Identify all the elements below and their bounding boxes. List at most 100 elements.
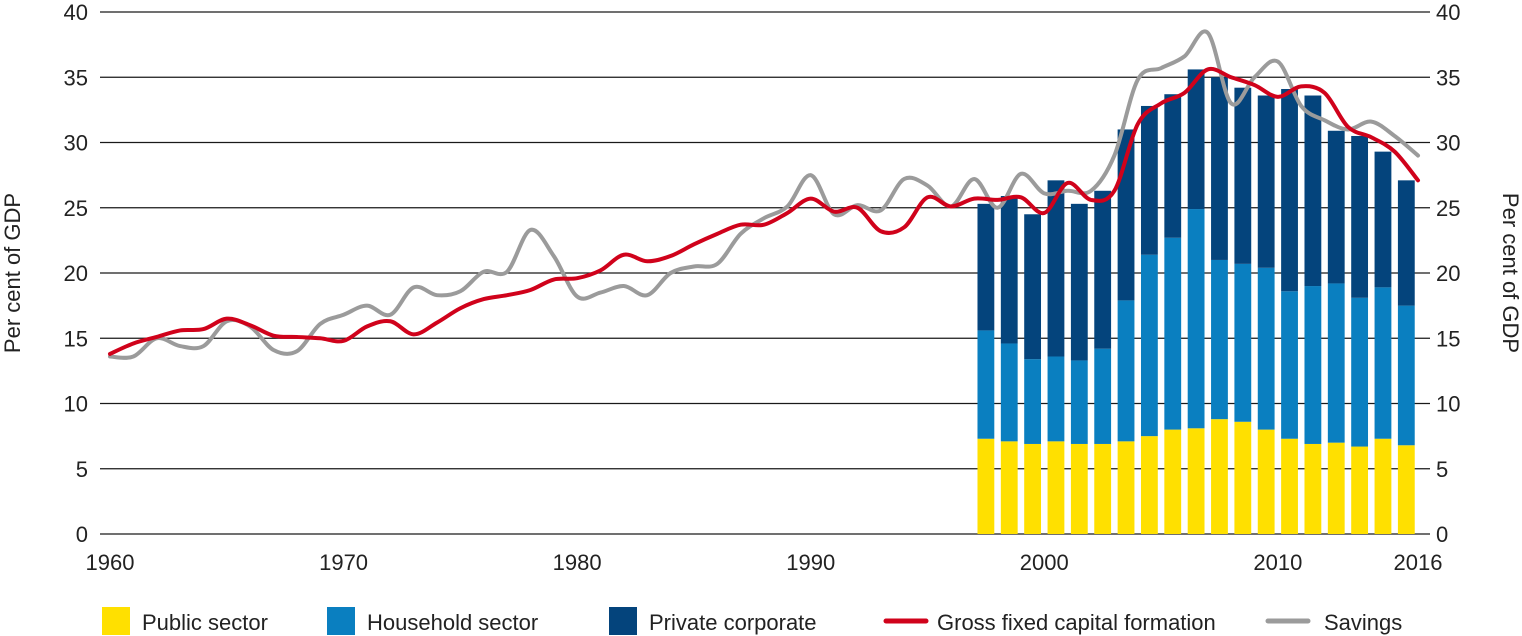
legend-item-corporate: Private corporate — [609, 607, 817, 635]
bar-household — [1397, 305, 1415, 446]
bar-household — [1281, 291, 1298, 439]
lines-layer — [108, 29, 1420, 360]
bar-corporate — [1140, 105, 1158, 255]
y-tick-label-left: 10 — [64, 392, 88, 417]
bar-corporate — [1327, 130, 1345, 284]
bar-corporate — [1351, 135, 1369, 298]
y-tick-label-right: 15 — [1436, 326, 1460, 351]
legend-label-corporate: Private corporate — [649, 610, 817, 635]
grid-layer — [100, 11, 1430, 535]
bar-public — [1000, 441, 1018, 534]
bar-corporate — [1024, 214, 1042, 360]
legend-item-public: Public sector — [102, 607, 268, 635]
bar-public — [1351, 446, 1369, 534]
bar-corporate — [1094, 190, 1112, 349]
bar-corporate — [1211, 77, 1228, 260]
bar-public — [1211, 419, 1228, 534]
bar-household — [1047, 356, 1065, 442]
bar-household — [1070, 360, 1088, 444]
bar-public — [977, 438, 995, 534]
bar-household — [1140, 254, 1158, 437]
bar-household — [1374, 287, 1392, 439]
x-tick-label: 1980 — [553, 550, 602, 575]
bars-layer — [977, 69, 1415, 534]
bar-corporate — [977, 203, 995, 331]
bar-public — [1164, 429, 1182, 534]
y-tick-label-right: 0 — [1436, 522, 1448, 547]
bar-public — [1234, 421, 1252, 534]
y-tick-label-right: 20 — [1436, 261, 1460, 286]
bar-corporate — [1281, 88, 1298, 292]
line-savings — [108, 29, 1420, 360]
bar-public — [1257, 429, 1275, 534]
legend-label-savings: Savings — [1324, 610, 1402, 635]
x-tick-label: 1960 — [86, 550, 135, 575]
legend-item-gfcf: Gross fixed capital formation — [883, 610, 1216, 635]
bar-household — [1094, 348, 1112, 444]
bar-household — [1117, 300, 1135, 442]
x-tick-label: 1970 — [319, 550, 368, 575]
legend-item-household: Household sector — [327, 607, 538, 635]
legend-label-household: Household sector — [367, 610, 538, 635]
axis-layer: 0 0 5 5 10 10 15 15 20 20 25 25 30 30 35 35 40 40 1960 1970… — [64, 0, 1461, 575]
bar-household — [1327, 283, 1345, 443]
bar-corporate — [1047, 180, 1065, 357]
y-tick-label-left: 30 — [64, 131, 88, 156]
legend-label-public: Public sector — [142, 610, 268, 635]
bar-household — [977, 330, 995, 439]
y-tick-label-left: 25 — [64, 196, 88, 221]
bar-household — [1257, 267, 1275, 430]
bar-corporate — [1397, 180, 1415, 306]
y-tick-label-right: 40 — [1436, 0, 1460, 25]
bar-public — [1094, 443, 1112, 534]
bar-corporate — [1164, 94, 1182, 238]
bar-household — [1024, 359, 1042, 444]
y-tick-label-left: 15 — [64, 326, 88, 351]
y-tick-label-right: 30 — [1436, 131, 1460, 156]
x-tick-label: 2010 — [1253, 550, 1302, 575]
bar-public — [1117, 441, 1135, 534]
bar-household — [1304, 286, 1322, 444]
legend: Public sector Household sector Private cor… — [102, 607, 1402, 635]
bar-public — [1397, 445, 1415, 534]
bar-corporate — [1374, 151, 1392, 288]
legend-label-gfcf: Gross fixed capital formation — [937, 610, 1216, 635]
bar-household — [1164, 237, 1182, 430]
bar-corporate — [1304, 95, 1322, 287]
legend-swatch-corporate — [609, 607, 637, 635]
bar-corporate — [1187, 69, 1205, 210]
y-tick-label-right: 25 — [1436, 196, 1460, 221]
x-tick-label: 2000 — [1020, 550, 1069, 575]
y-tick-label-left: 35 — [64, 65, 88, 90]
bar-public — [1024, 443, 1042, 534]
bar-household — [1000, 343, 1018, 442]
legend-swatch-public — [102, 607, 130, 635]
bar-corporate — [1000, 196, 1018, 344]
bar-household — [1211, 259, 1228, 420]
bar-household — [1351, 297, 1369, 447]
y-axis-title-left: Per cent of GDP — [0, 193, 25, 353]
y-tick-label-left: 20 — [64, 261, 88, 286]
y-tick-label-right: 5 — [1436, 457, 1448, 482]
line-gfcf — [108, 66, 1420, 356]
y-axis-title-right: Per cent of GDP — [1498, 193, 1522, 353]
bar-public — [1304, 443, 1322, 534]
bar-corporate — [1257, 95, 1275, 268]
y-tick-label-right: 35 — [1436, 65, 1460, 90]
bar-household — [1187, 209, 1205, 429]
legend-item-savings: Savings — [1265, 610, 1402, 635]
y-tick-label-left: 40 — [64, 0, 88, 25]
y-tick-label-left: 5 — [76, 457, 88, 482]
bar-corporate — [1070, 203, 1088, 361]
bar-public — [1281, 438, 1298, 534]
bar-public — [1140, 436, 1158, 534]
bar-corporate — [1234, 87, 1252, 264]
bar-public — [1187, 428, 1205, 534]
x-tick-label: 1990 — [786, 550, 835, 575]
legend-swatch-household — [327, 607, 355, 635]
y-tick-label-right: 10 — [1436, 392, 1460, 417]
bar-public — [1374, 438, 1392, 534]
bar-public — [1327, 442, 1345, 534]
